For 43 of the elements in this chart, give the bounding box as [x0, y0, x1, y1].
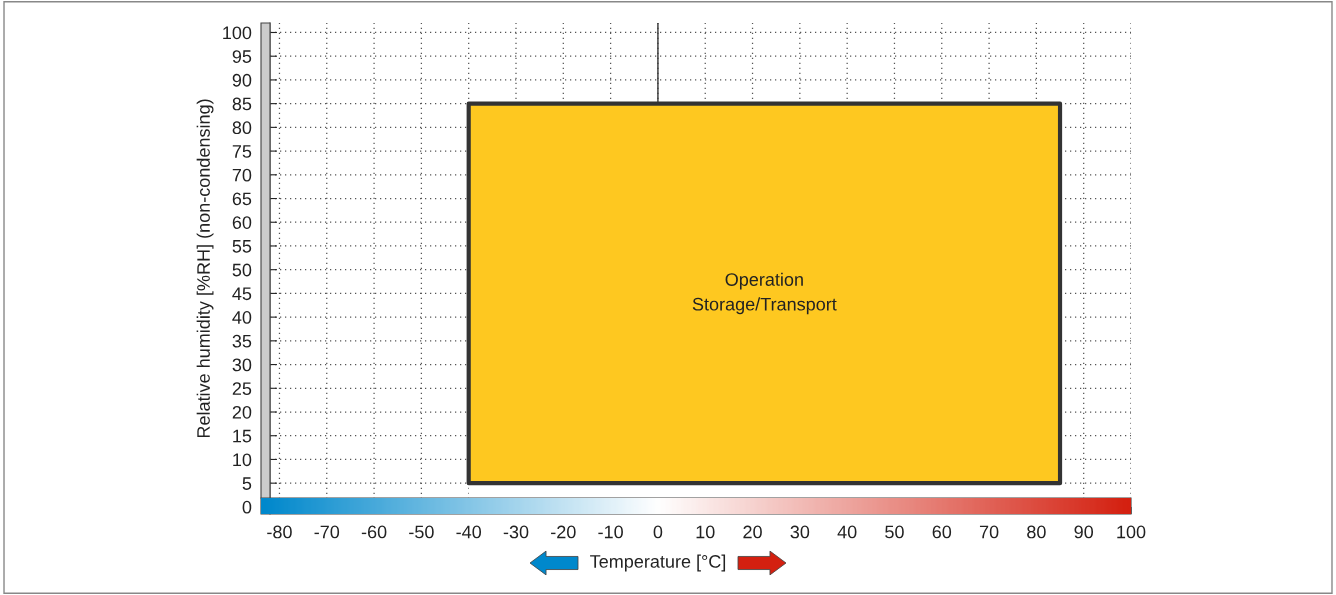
- x-tick-label: -40: [456, 525, 482, 539]
- y-axis-title: Relative humidity [%RH] (non-condensing): [196, 99, 214, 438]
- x-tick-label: 50: [885, 525, 904, 539]
- x-tick-label: -70: [314, 525, 340, 539]
- y-tick-label: 65: [232, 192, 252, 206]
- y-tick-label: 40: [232, 311, 252, 324]
- y-tick-label: 15: [233, 429, 252, 443]
- y-tick-label: 75: [232, 145, 252, 158]
- y-tick-label: 55: [232, 240, 252, 253]
- y-tick-label: 85: [232, 97, 252, 111]
- x-tick-label: 70: [979, 525, 999, 539]
- y-tick-label: 45: [232, 287, 252, 301]
- x-tick-label: -20: [551, 525, 576, 539]
- y-tick-label: 60: [232, 216, 252, 229]
- x-tick-label: 100: [1117, 525, 1146, 539]
- y-tick-label: 10: [233, 453, 252, 467]
- y-tick-label: 100: [223, 26, 252, 40]
- y-tick-label: 20: [232, 405, 252, 419]
- annotation: Operation Storage/Transport: [692, 272, 837, 315]
- x-tick-label: 20: [743, 525, 762, 539]
- y-tick-label: 90: [232, 73, 252, 87]
- y-tick-label: 95: [232, 50, 252, 63]
- x-tick-label: 10: [696, 525, 715, 539]
- y-tick-label: 30: [232, 358, 252, 372]
- x-tick-label: 30: [790, 525, 810, 539]
- y-tick-label: 80: [232, 121, 252, 135]
- x-axis-title: Temperature [°C]: [590, 554, 726, 572]
- y-tick-label: 5: [242, 477, 252, 490]
- y-tick-label: 50: [232, 263, 252, 277]
- y-tick-label: 35: [232, 334, 252, 348]
- y-tick-label: 25: [232, 382, 252, 396]
- x-tick-label: 0: [653, 525, 663, 539]
- y-tick-label: 70: [232, 168, 252, 182]
- y-tick-label: 0: [242, 500, 252, 514]
- x-tick-label: 60: [932, 525, 952, 539]
- x-tick-label: 40: [837, 525, 857, 539]
- x-tick-label: 90: [1074, 525, 1094, 539]
- x-tick-label: 80: [1027, 525, 1046, 539]
- x-tick-label: -10: [598, 525, 623, 539]
- x-tick-label: -80: [267, 525, 292, 539]
- x-tick-label: -60: [361, 525, 387, 539]
- x-tick-label: -30: [503, 525, 529, 539]
- x-tick-label: -50: [409, 525, 434, 539]
